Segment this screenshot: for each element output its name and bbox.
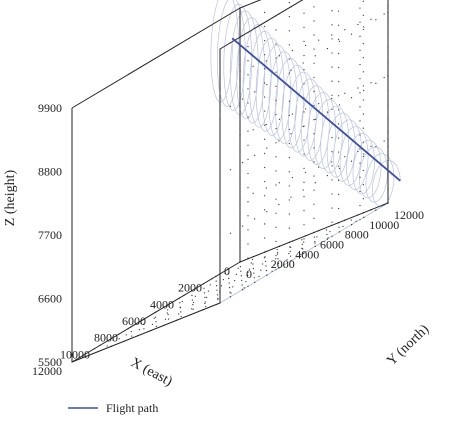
tick-labels: 0200040006000800010000120000200040006000… bbox=[32, 101, 424, 378]
y-axis-title: Y (north) bbox=[384, 322, 432, 369]
frame-front-left-bottom bbox=[71, 302, 221, 363]
axis-frame bbox=[71, 0, 389, 363]
x-axis-title: X (east) bbox=[128, 355, 175, 389]
y-tick-label: 6000 bbox=[320, 238, 344, 252]
legend-label: Flight path bbox=[106, 401, 158, 415]
floor-grid-y bbox=[170, 222, 340, 324]
y-tick-label: 0 bbox=[246, 267, 252, 281]
legend: Flight path bbox=[68, 401, 158, 415]
x-tick-label: 6000 bbox=[122, 314, 146, 328]
y-tick-label: 8000 bbox=[345, 228, 369, 242]
frame-y-axis-base bbox=[239, 202, 389, 263]
x-tick-label: 2000 bbox=[178, 281, 202, 295]
flight-path-ground-track bbox=[219, 202, 389, 304]
x-tick-label: 0 bbox=[224, 264, 230, 278]
flight-path-line bbox=[231, 37, 401, 182]
floor-grid-y bbox=[145, 231, 315, 334]
frame-top-left-edge bbox=[219, 0, 304, 50]
x-tick-label: 4000 bbox=[150, 297, 174, 311]
y-tick-label: 10000 bbox=[369, 218, 399, 232]
frame-x-axis-line bbox=[71, 261, 241, 363]
floor-grid-y bbox=[96, 251, 266, 353]
z-axis-title: Z (height) bbox=[3, 169, 18, 226]
frame-top-front-edge bbox=[71, 7, 241, 109]
z-tick-label: 7700 bbox=[38, 228, 62, 242]
z-tick-label: 6600 bbox=[38, 292, 62, 306]
z-tick-label: 9900 bbox=[38, 101, 62, 115]
y-tick-label: 12000 bbox=[394, 208, 424, 222]
z-tick-label: 8800 bbox=[38, 165, 62, 179]
y-tick-label: 2000 bbox=[271, 257, 295, 271]
y-tick-label: 4000 bbox=[295, 247, 319, 261]
series-flight-path bbox=[210, 0, 401, 304]
flight-path-coil bbox=[210, 0, 401, 207]
floor-grid-x bbox=[183, 235, 333, 296]
x-tick-label: 8000 bbox=[94, 331, 118, 345]
x-tick-label: 12000 bbox=[32, 364, 62, 378]
x-tick-label: 10000 bbox=[60, 347, 90, 361]
z-tick-label: 5500 bbox=[38, 355, 62, 369]
